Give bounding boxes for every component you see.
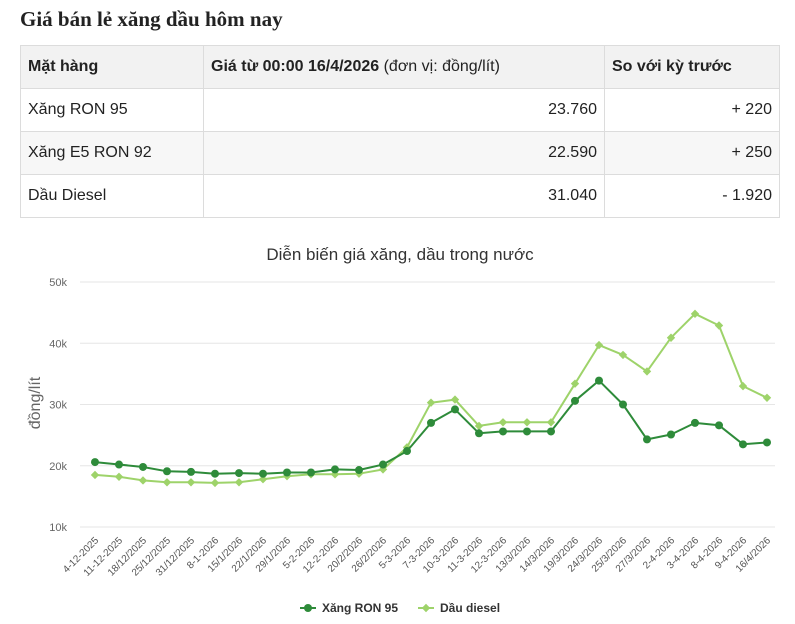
data-point[interactable] bbox=[594, 340, 604, 350]
data-point[interactable] bbox=[642, 367, 652, 376]
data-point[interactable] bbox=[259, 469, 267, 478]
data-point[interactable] bbox=[90, 470, 100, 480]
y-tick-labels: 10k 20k 30k 40k 50k bbox=[49, 277, 67, 534]
header-price: Giá từ 00:00 16/4/2026 (đơn vị: đồng/lít… bbox=[203, 45, 605, 89]
data-point[interactable] bbox=[499, 427, 507, 436]
row-item: Dầu Diesel bbox=[20, 174, 204, 218]
page-title: Giá bán lẻ xăng dầu hôm nay bbox=[20, 7, 283, 31]
data-point[interactable] bbox=[523, 427, 531, 436]
data-point[interactable] bbox=[187, 467, 195, 476]
data-point[interactable] bbox=[210, 478, 220, 488]
data-point[interactable] bbox=[258, 475, 268, 484]
data-point[interactable] bbox=[522, 418, 532, 427]
gridlines bbox=[80, 281, 775, 528]
data-point[interactable] bbox=[762, 393, 772, 402]
data-point[interactable] bbox=[307, 468, 315, 477]
data-point[interactable] bbox=[547, 427, 555, 436]
row-price: 31.040 bbox=[203, 174, 605, 218]
data-point[interactable] bbox=[690, 309, 700, 319]
table-header-row: Mặt hàng Giá từ 00:00 16/4/2026 (đơn vị:… bbox=[20, 45, 780, 89]
legend-marker bbox=[421, 603, 431, 613]
chart-title: Diễn biến giá xăng, dầu trong nước bbox=[266, 245, 534, 264]
price-line-chart: Diễn biến giá xăng, dầu trong nước đồng/… bbox=[27, 245, 775, 615]
price-table: Mặt hàng Giá từ 00:00 16/4/2026 (đơn vị:… bbox=[20, 45, 780, 218]
y-tick-label: 40k bbox=[49, 338, 67, 350]
y-tick-label: 20k bbox=[49, 461, 67, 473]
y-axis-label: đồng/lít bbox=[27, 376, 44, 429]
row-change: + 250 bbox=[604, 131, 780, 175]
row-item: Xăng E5 RON 92 bbox=[20, 131, 204, 175]
header-change: So với kỳ trước bbox=[604, 45, 780, 89]
data-point[interactable] bbox=[163, 467, 171, 476]
data-point[interactable] bbox=[138, 476, 148, 485]
data-point[interactable] bbox=[643, 435, 651, 444]
row-change: + 220 bbox=[604, 88, 780, 132]
series-line bbox=[94, 379, 768, 475]
data-point[interactable] bbox=[739, 440, 747, 449]
legend-item[interactable]: Dầu diesel bbox=[418, 601, 500, 615]
data-point[interactable] bbox=[331, 465, 339, 474]
x-tick-labels: 4-12-202511-12-202518/12/202525/12/20253… bbox=[61, 535, 773, 579]
data-point[interactable] bbox=[115, 460, 123, 469]
row-item: Xăng RON 95 bbox=[20, 88, 204, 132]
data-point[interactable] bbox=[211, 469, 219, 478]
data-point[interactable] bbox=[546, 418, 556, 427]
series-lines bbox=[90, 309, 772, 488]
data-point[interactable] bbox=[427, 418, 435, 427]
y-tick-label: 10k bbox=[49, 522, 67, 534]
data-point[interactable] bbox=[619, 400, 627, 409]
series-line bbox=[94, 312, 768, 484]
table-row: Dầu Diesel 31.040 - 1.920 bbox=[20, 174, 780, 218]
data-point[interactable] bbox=[403, 447, 411, 456]
data-point[interactable] bbox=[235, 469, 243, 478]
chart-container: Diễn biến giá xăng, dầu trong nước đồng/… bbox=[0, 225, 795, 619]
data-point[interactable] bbox=[162, 478, 172, 487]
data-point[interactable] bbox=[91, 458, 99, 467]
data-point[interactable] bbox=[283, 468, 291, 477]
table-row: Xăng E5 RON 92 22.590 + 250 bbox=[20, 131, 780, 175]
data-point[interactable] bbox=[114, 472, 124, 481]
data-point[interactable] bbox=[570, 379, 580, 388]
data-point[interactable] bbox=[355, 466, 363, 475]
data-point[interactable] bbox=[763, 438, 771, 447]
data-point[interactable] bbox=[738, 381, 748, 391]
legend-marker bbox=[304, 604, 312, 612]
data-point[interactable] bbox=[426, 398, 436, 407]
data-point[interactable] bbox=[379, 460, 387, 469]
data-point[interactable] bbox=[498, 418, 508, 427]
data-point[interactable] bbox=[666, 333, 676, 342]
data-point[interactable] bbox=[474, 421, 484, 431]
header-price-bold: Giá từ 00:00 16/4/2026 bbox=[211, 58, 380, 75]
data-point[interactable] bbox=[234, 478, 244, 487]
y-tick-label: 50k bbox=[49, 277, 67, 289]
table-row: Xăng RON 95 23.760 + 220 bbox=[20, 88, 780, 132]
row-change: - 1.920 bbox=[604, 174, 780, 218]
legend-label: Dầu diesel bbox=[440, 601, 500, 615]
data-point[interactable] bbox=[618, 350, 628, 360]
data-point[interactable] bbox=[667, 430, 675, 439]
data-point[interactable] bbox=[691, 418, 699, 427]
y-tick-label: 30k bbox=[49, 400, 67, 412]
row-price: 22.590 bbox=[203, 131, 605, 175]
data-point[interactable] bbox=[595, 376, 603, 385]
data-point[interactable] bbox=[450, 395, 460, 404]
data-point[interactable] bbox=[451, 405, 459, 414]
data-point[interactable] bbox=[475, 429, 483, 438]
data-point[interactable] bbox=[186, 478, 196, 487]
legend-label: Xăng RON 95 bbox=[322, 601, 398, 615]
header-item: Mặt hàng bbox=[20, 45, 204, 89]
data-point[interactable] bbox=[715, 421, 723, 430]
data-point[interactable] bbox=[714, 321, 724, 330]
row-price: 23.760 bbox=[203, 88, 605, 132]
data-point[interactable] bbox=[139, 462, 147, 471]
data-point[interactable] bbox=[571, 396, 579, 405]
header-price-unit: (đơn vị: đồng/lít) bbox=[379, 58, 500, 75]
chart-legend[interactable]: Xăng RON 95 Dầu diesel bbox=[300, 601, 500, 615]
legend-item[interactable]: Xăng RON 95 bbox=[300, 601, 398, 615]
